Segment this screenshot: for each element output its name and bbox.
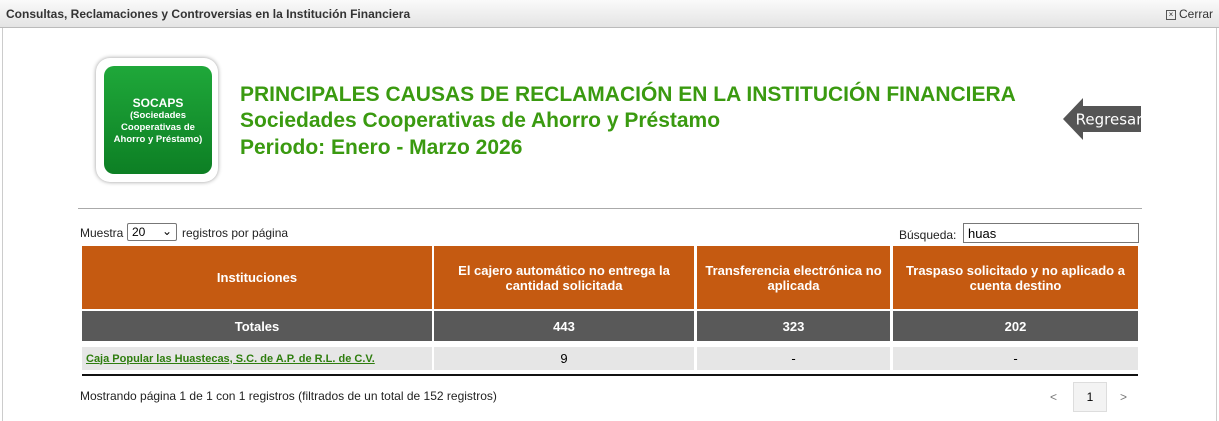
column-header: Traspaso solicitado y no aplicado a cuen… bbox=[893, 246, 1138, 309]
show-prefix: Muestra bbox=[80, 226, 124, 240]
frame bbox=[2, 28, 1217, 421]
page-number[interactable]: 1 bbox=[1086, 390, 1094, 404]
search-value[interactable]: huas bbox=[968, 226, 997, 241]
column-header: El cajero automático no entrega la canti… bbox=[434, 246, 694, 309]
logo-line: (Sociedades bbox=[130, 110, 186, 121]
logo: SOCAPS (Sociedades Cooperativas de Ahorr… bbox=[104, 66, 212, 174]
next-page[interactable]: > bbox=[1120, 390, 1128, 404]
column-header-text: Transferencia electrónica no aplicada bbox=[705, 262, 882, 293]
row-border bbox=[82, 374, 1138, 376]
totals-cell-text: 323 bbox=[782, 318, 805, 334]
totals-cell: 443 bbox=[434, 311, 694, 341]
logo-title: SOCAPS bbox=[132, 96, 184, 110]
back-label[interactable]: Regresar bbox=[1076, 111, 1141, 129]
row-cell: - bbox=[697, 347, 890, 370]
column-header: Transferencia electrónica no aplicada bbox=[697, 246, 890, 309]
row-cell-text: 9 bbox=[560, 351, 568, 366]
window-title: Consultas, Reclamaciones y Controversias… bbox=[6, 7, 411, 21]
search-input[interactable]: huas bbox=[963, 223, 1139, 243]
row-cell-text: - bbox=[1013, 351, 1018, 366]
page-size-select[interactable]: 20 ⌄ bbox=[127, 223, 177, 241]
divider bbox=[78, 208, 1142, 209]
logo-lines: (Sociedades Cooperativas de Ahorro y Pré… bbox=[104, 110, 212, 146]
logo-line: Ahorro y Préstamo) bbox=[113, 134, 203, 145]
row-cell: - bbox=[893, 347, 1138, 370]
page-title: PRINCIPALES CAUSAS DE RECLAMACIÓN EN LA … bbox=[240, 83, 1016, 106]
row-cell: 9 bbox=[434, 347, 694, 370]
row-cell-text: - bbox=[791, 351, 796, 366]
totals-cell-text: 443 bbox=[553, 318, 575, 334]
totals-cell: Totales bbox=[82, 311, 432, 341]
column-header-text: Traspaso solicitado y no aplicado a cuen… bbox=[906, 262, 1125, 293]
page-subtitle: Sociedades Cooperativas de Ahorro y Prés… bbox=[240, 109, 721, 132]
totals-cell: 202 bbox=[893, 311, 1138, 341]
page-button[interactable]: 1 bbox=[1073, 382, 1107, 412]
page-size[interactable]: 20 bbox=[132, 225, 146, 239]
show-suffix: registros por página bbox=[182, 226, 289, 240]
period: Periodo: Enero - Marzo 2026 bbox=[240, 136, 523, 159]
close-button[interactable]: × Cerrar bbox=[1165, 7, 1213, 21]
back-button[interactable]: Regresar bbox=[1063, 98, 1141, 140]
column-header: Instituciones bbox=[82, 246, 432, 309]
totals-cell-text: 202 bbox=[1004, 318, 1027, 334]
column-header-text: El cajero automático no entrega la canti… bbox=[458, 262, 670, 293]
totals-cell: 323 bbox=[697, 311, 890, 341]
logo-line: Cooperativas de bbox=[121, 122, 195, 133]
title-bar: Consultas, Reclamaciones y Controversias… bbox=[0, 0, 1219, 28]
column-header-text: Instituciones bbox=[216, 270, 298, 285]
prev-page[interactable]: < bbox=[1050, 390, 1058, 404]
row-cell-text[interactable]: Caja Popular las Huastecas, S.C. de A.P.… bbox=[86, 352, 375, 365]
totals-cell-text: Totales bbox=[234, 318, 280, 334]
close-label[interactable]: Cerrar bbox=[1178, 7, 1213, 21]
search-label: Búsqueda: bbox=[899, 228, 957, 242]
row-cell: Caja Popular las Huastecas, S.C. de A.P.… bbox=[82, 347, 432, 370]
footer-info: Mostrando página 1 de 1 con 1 registros … bbox=[80, 389, 497, 403]
